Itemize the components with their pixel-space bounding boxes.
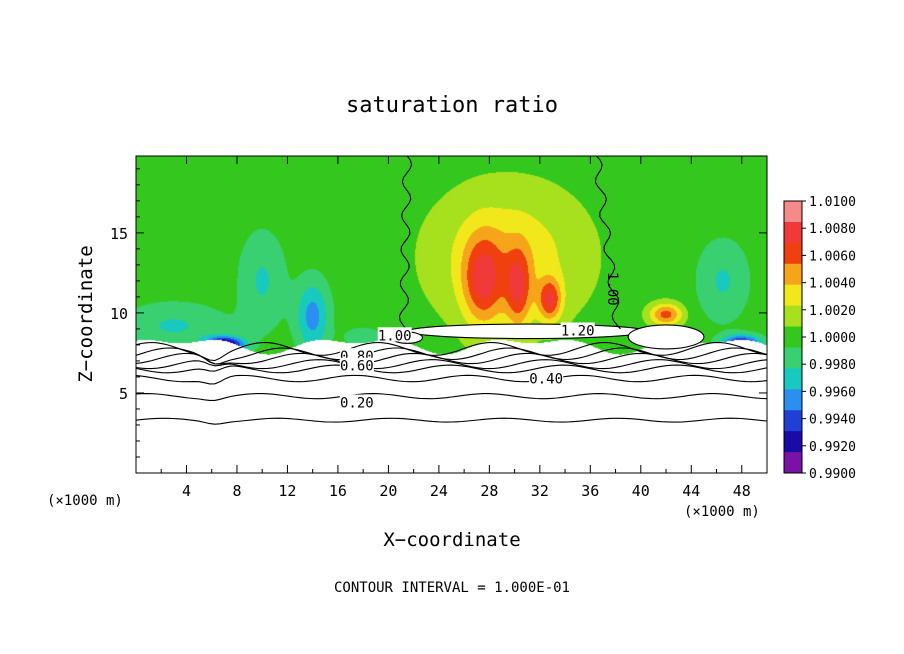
chart-title: saturation ratio [346,93,558,118]
colorbar-label: 0.9920 [809,440,856,455]
contour-label: 1.00 [604,272,620,306]
x-tick-label: 8 [232,482,241,500]
plot-area: 1.000.800.600.400.201.201.00 [136,156,767,473]
colorbar-swatch [784,431,802,453]
contour-interval-note: CONTOUR INTERVAL = 1.000E-01 [334,580,570,596]
colorbar-swatch [784,242,802,265]
contour-line [136,393,767,401]
x-axis-unit-left: (×1000 m) [47,493,123,509]
x-tick-label: 36 [581,482,599,500]
contour-line [136,341,767,362]
colorbar-swatch [784,201,802,223]
contour-label-background [529,370,564,385]
colorbar-label: 0.9940 [809,413,856,428]
contour-label-background [560,322,595,337]
contour-label-background [377,327,412,342]
x-tick-label: 24 [430,482,448,500]
colorbar-swatch [784,389,802,411]
saturation-heatmap [136,156,767,473]
contour-label: 1.20 [561,324,595,340]
contour-line [136,417,767,425]
contour-lines [136,156,767,425]
x-tick-label: 20 [379,482,397,500]
contour-line [136,359,767,370]
cloud-pocket-outline [627,324,705,350]
colorbar-swatch [784,347,802,369]
y-tick-label: 5 [119,385,128,403]
contour-line [136,374,767,385]
contour-line [136,364,767,374]
cloud-pocket-outline [406,323,648,340]
contour-label: 0.20 [340,396,374,412]
x-tick-label: 16 [329,482,347,500]
colorbar-label: 1.0000 [809,331,856,346]
colorbar-label: 1.0100 [809,195,856,210]
x-tick-label: 4 [182,482,191,500]
colorbar-label: 0.9980 [809,358,856,373]
x-tick-label: 44 [682,482,700,500]
y-axis-ticks: 5 10 15 [110,168,767,458]
contour-label: 0.40 [529,372,563,388]
colorbar-label: 1.0060 [809,249,856,264]
colorbar: 1.0100 1.0080 1.0060 1.0040 1.0020 1.0000 0.99… [783,195,856,482]
contour-label: 0.60 [340,359,374,375]
contour-line [136,347,767,365]
x-tick-label: 48 [733,482,751,500]
contour-label: 1.00 [378,328,412,344]
colorbar-swatch [784,410,802,432]
x-axis-label: X−coordinate [383,529,520,551]
x-axis-ticks: 4 8 12 16 20 24 28 32 36 40 44 48 [160,156,751,500]
colorbar-swatch [784,305,802,328]
contour-line [594,156,621,330]
colorbar-label: 1.0080 [809,222,856,237]
colorbar-swatch [784,452,802,474]
y-tick-label: 15 [110,225,128,243]
y-axis-label: Z−coordinate [75,245,97,382]
x-tick-label: 32 [531,482,549,500]
contour-label-background [339,394,374,409]
colorbar-swatch [784,284,802,307]
colorbar-label: 0.9960 [809,385,856,400]
colorbar-label: 1.0040 [809,277,856,292]
contour-label-background [339,357,374,372]
x-axis-unit-right: (×1000 m) [684,504,760,520]
x-tick-label: 28 [480,482,498,500]
colorbar-label: 1.0020 [809,304,856,319]
colorbar-swatch [784,326,802,348]
colorbar-swatch [784,263,802,286]
colorbar-swatch [784,368,802,390]
contour-line [398,156,413,330]
y-tick-label: 10 [110,305,128,323]
x-tick-label: 12 [278,482,296,500]
x-tick-label: 40 [632,482,650,500]
plot-frame [135,155,768,474]
colorbar-swatch [784,221,802,244]
colorbar-label: 0.9900 [809,467,856,482]
contour-labels: 1.000.800.600.400.201.201.00 [339,272,620,412]
